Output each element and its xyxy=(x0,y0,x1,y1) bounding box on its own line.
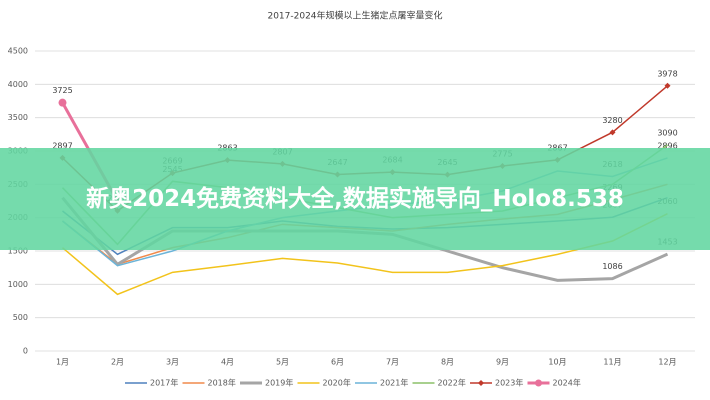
y-tick-label: 1500 xyxy=(8,247,28,256)
x-tick-label: 5月 xyxy=(276,358,289,367)
data-label: 2897 xyxy=(52,141,72,150)
data-label: 1086 xyxy=(602,262,622,271)
legend-label: 2024年 xyxy=(553,378,581,388)
legend-label: 2021年 xyxy=(380,378,408,388)
x-tick-label: 4月 xyxy=(221,358,234,367)
legend-label: 2022年 xyxy=(438,378,466,388)
y-tick-label: 3500 xyxy=(8,113,28,122)
overlay-banner: 新奥2024免费资料大全,数据实施导向_Holo8.538 xyxy=(0,148,710,250)
y-tick-label: 4500 xyxy=(8,47,28,56)
legend-marker xyxy=(535,379,542,387)
x-tick-label: 2月 xyxy=(111,358,124,367)
legend-marker xyxy=(478,380,484,386)
chart-title: 2017-2024年规模以上生猪定点屠宰量变化 xyxy=(267,10,442,22)
x-tick-label: 11月 xyxy=(603,358,621,367)
x-tick-label: 1月 xyxy=(56,358,69,367)
x-tick-label: 10月 xyxy=(548,358,566,367)
data-label: 3280 xyxy=(602,116,622,125)
x-tick-label: 8月 xyxy=(441,358,454,367)
data-label: 3978 xyxy=(657,69,677,78)
data-label: 3725 xyxy=(52,86,72,95)
point xyxy=(664,82,671,89)
x-tick-label: 12月 xyxy=(658,358,676,367)
y-tick-label: 4000 xyxy=(8,80,28,89)
x-tick-label: 3月 xyxy=(166,358,179,367)
data-label: 2896 xyxy=(657,141,677,150)
point xyxy=(58,98,67,107)
x-tick-label: 9月 xyxy=(496,358,509,367)
y-tick-label: 0 xyxy=(23,347,28,356)
point xyxy=(609,129,616,136)
legend-label: 2018年 xyxy=(208,378,236,388)
legend-label: 2019年 xyxy=(265,378,293,388)
data-label: 3090 xyxy=(657,129,677,138)
overlay-text: 新奥2024免费资料大全,数据实施导向_Holo8.538 xyxy=(86,186,624,212)
legend-label: 2023年 xyxy=(495,378,523,388)
x-tick-label: 7月 xyxy=(386,358,399,367)
legend-label: 2020年 xyxy=(323,378,351,388)
y-tick-label: 500 xyxy=(13,313,28,322)
legend-label: 2017年 xyxy=(150,378,178,388)
x-tick-label: 6月 xyxy=(331,358,344,367)
data-label: 2867 xyxy=(547,143,567,152)
y-tick-label: 1000 xyxy=(8,280,28,289)
series-line xyxy=(62,212,668,296)
